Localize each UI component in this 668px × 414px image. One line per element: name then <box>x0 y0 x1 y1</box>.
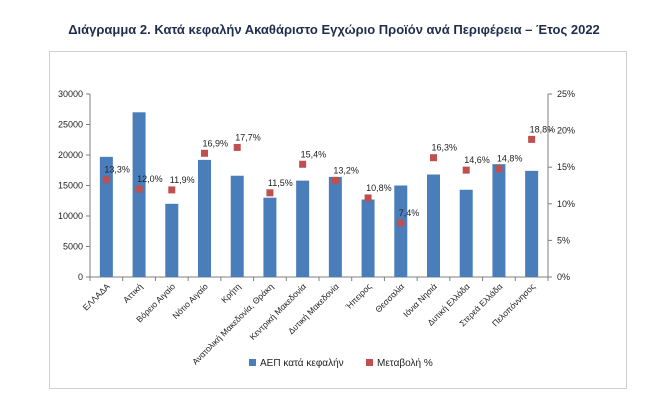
category-label-9: Ήπειρος <box>343 281 374 312</box>
left-tick-label: 20000 <box>58 150 83 160</box>
data-label-2: 12,0% <box>137 174 163 184</box>
bar-8 <box>328 176 342 277</box>
bar-5 <box>230 175 244 277</box>
data-label-6: 11,5% <box>268 178 293 188</box>
left-tick-label: 25000 <box>58 120 83 130</box>
right-tick-label: 10% <box>557 199 575 209</box>
category-label-5: Κρήτη <box>219 281 243 305</box>
bar-14 <box>525 170 539 277</box>
chart-frame <box>49 51 627 389</box>
bar-4 <box>198 159 211 277</box>
marker-8 <box>331 176 339 184</box>
data-label-11: 16,3% <box>432 143 458 153</box>
category-label-4: Νότιο Αιγαίο <box>170 281 210 321</box>
marker-11 <box>430 154 437 162</box>
category-label-2: Αττική <box>121 281 145 305</box>
marker-2 <box>135 185 143 193</box>
bar-12 <box>459 189 473 277</box>
marker-3 <box>168 186 176 194</box>
bar-3 <box>165 203 179 277</box>
bar-2 <box>132 112 146 277</box>
bar-9 <box>361 199 375 277</box>
legend-label-bars: ΑΕΠ κατά κεφαλήν <box>260 357 344 369</box>
legend-swatch-markers <box>366 359 373 366</box>
marker-5 <box>233 143 241 151</box>
legend-swatch-bars <box>249 359 256 366</box>
bar-1 <box>99 156 113 277</box>
bar-10 <box>394 185 408 277</box>
left-tick-label: 5000 <box>63 242 83 252</box>
bar-7 <box>296 180 310 277</box>
bar-6 <box>263 197 277 277</box>
right-tick-label: 0% <box>557 272 570 282</box>
data-label-7: 15,4% <box>301 149 327 159</box>
marker-7 <box>299 160 307 168</box>
data-label-1: 13,3% <box>104 165 130 175</box>
data-label-8: 13,2% <box>333 165 359 175</box>
data-label-3: 11,9% <box>170 175 195 185</box>
marker-6 <box>266 189 274 197</box>
left-tick-label: 10000 <box>58 211 83 221</box>
left-tick-label: 0 <box>78 272 83 282</box>
category-label-1: ΕΛΛΑΔΑ <box>81 281 112 312</box>
legend-label-markers: Μεταβολή % <box>377 357 433 369</box>
left-tick-label: 15000 <box>58 181 83 191</box>
data-label-4: 16,9% <box>203 138 229 148</box>
right-tick-label: 20% <box>557 126 575 136</box>
data-label-14: 18,8% <box>530 124 556 134</box>
data-label-5: 17,7% <box>235 132 261 142</box>
marker-10 <box>397 219 405 227</box>
category-label-7: Κεντρική Μακεδονία <box>247 281 308 342</box>
data-label-12: 14,6% <box>464 155 490 165</box>
bar-11 <box>427 174 440 277</box>
category-label-10: Θεσσαλία <box>373 281 406 314</box>
right-tick-label: 25% <box>557 89 575 99</box>
right-tick-label: 5% <box>557 235 570 245</box>
data-label-9: 10,8% <box>366 183 392 193</box>
marker-9 <box>364 194 372 202</box>
marker-14 <box>528 135 536 143</box>
marker-4 <box>201 149 208 157</box>
data-label-13: 14,8% <box>497 154 523 164</box>
data-label-10: 7,4% <box>399 208 420 218</box>
left-tick-label: 30000 <box>58 89 83 99</box>
bar-13 <box>492 164 506 277</box>
right-tick-label: 15% <box>557 162 575 172</box>
marker-12 <box>462 166 470 174</box>
marker-13 <box>495 165 503 173</box>
chart-title: Διάγραμμα 2. Κατά κεφαλήν Ακαθάριστο Εγχ… <box>68 22 600 37</box>
marker-1 <box>102 176 110 184</box>
